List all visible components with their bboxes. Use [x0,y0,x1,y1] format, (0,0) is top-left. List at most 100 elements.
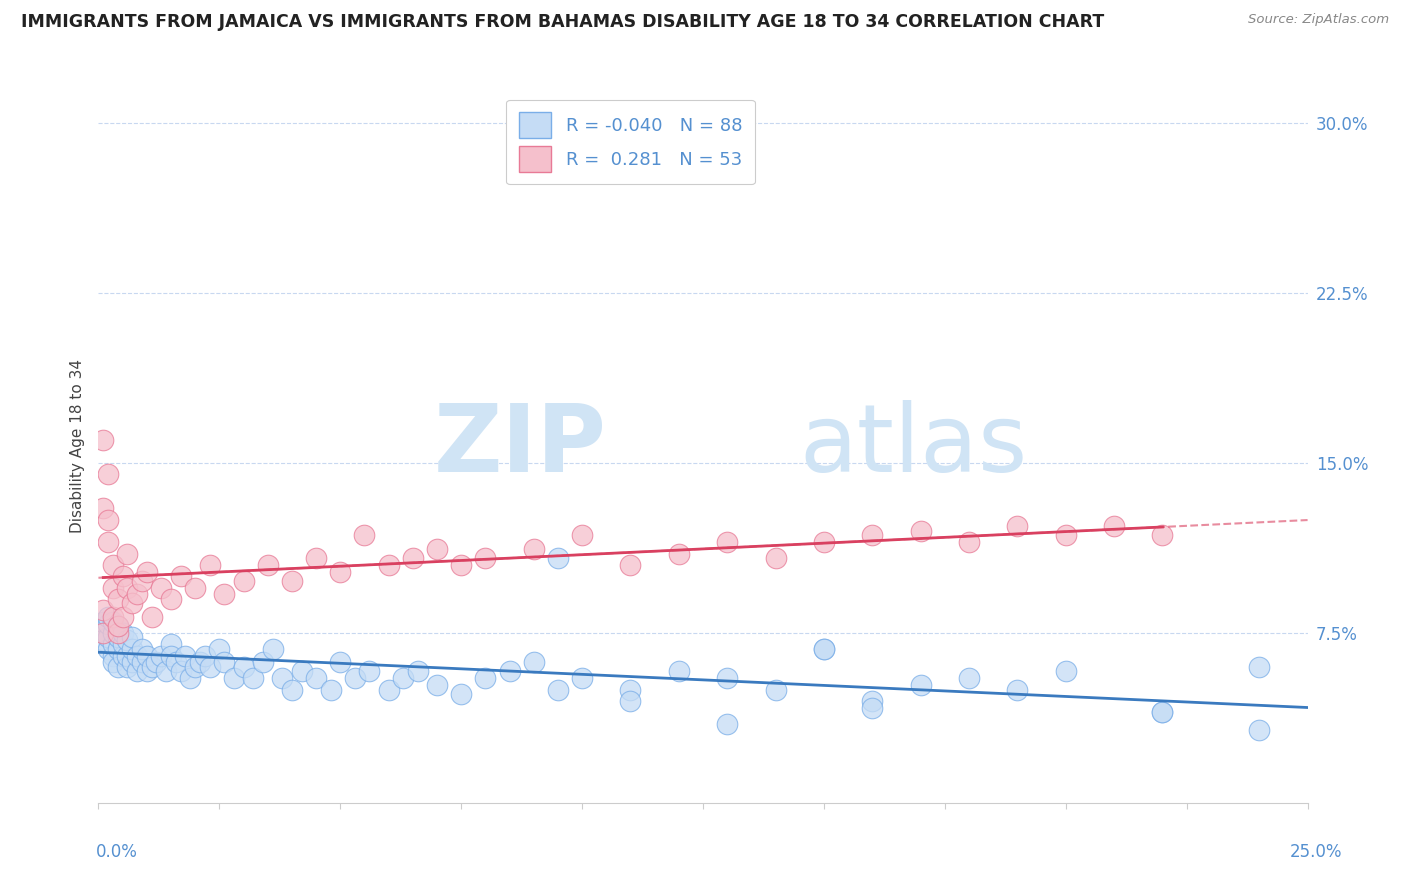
Text: 25.0%: 25.0% [1291,843,1343,861]
Point [860,694,883,708]
Point [111,648,134,663]
Point [91,615,114,629]
Point [121,656,143,670]
Point [957,535,980,549]
Point [262,641,284,656]
Point [232,660,254,674]
Point [716,671,738,685]
Point [1249,723,1271,738]
Point [716,535,738,549]
Point [107,619,129,633]
Point [107,631,129,645]
Point [121,641,143,656]
Point [571,671,593,685]
Point [305,551,328,566]
Point [97,631,120,645]
Point [135,665,157,679]
Point [498,665,520,679]
Point [1249,660,1271,674]
Point [813,641,835,656]
Point [426,542,449,557]
Point [198,558,221,572]
Point [765,551,787,566]
Point [121,597,143,611]
Point [111,610,134,624]
Point [97,616,120,631]
Point [232,574,254,588]
Point [406,665,429,679]
Point [97,513,120,527]
Point [329,565,352,579]
Point [91,434,114,448]
Point [117,648,139,663]
Point [111,637,134,651]
Point [402,551,425,566]
Point [91,501,114,516]
Point [135,565,157,579]
Point [194,648,217,663]
Point [101,648,124,663]
Point [860,528,883,542]
Point [392,671,415,685]
Point [101,558,124,572]
Point [571,528,593,542]
Point [290,665,312,679]
Point [668,547,690,561]
Point [256,558,278,572]
Point [184,581,207,595]
Point [1007,682,1029,697]
Point [117,632,139,647]
Point [101,581,124,595]
Point [547,682,569,697]
Point [222,671,245,685]
Point [131,656,153,670]
Text: IMMIGRANTS FROM JAMAICA VS IMMIGRANTS FROM BAHAMAS DISABILITY AGE 18 TO 34 CORRE: IMMIGRANTS FROM JAMAICA VS IMMIGRANTS FR… [21,13,1104,31]
Point [242,671,264,685]
Point [117,581,139,595]
Point [765,682,787,697]
Point [188,656,211,670]
Point [131,574,153,588]
Point [91,603,114,617]
Point [305,671,328,685]
Point [319,682,342,697]
Point [668,665,690,679]
Point [101,656,124,670]
Point [107,619,129,633]
Point [91,626,114,640]
Point [101,637,124,651]
Text: ZIP: ZIP [433,400,606,492]
Point [97,641,120,656]
Point [117,660,139,674]
Point [426,678,449,692]
Point [135,648,157,663]
Point [121,631,143,645]
Point [145,656,167,670]
Point [523,542,546,557]
Point [910,524,932,538]
Point [91,632,114,647]
Point [1152,528,1174,542]
Point [141,660,163,674]
Y-axis label: Disability Age 18 to 34: Disability Age 18 to 34 [69,359,84,533]
Point [155,665,177,679]
Point [377,558,399,572]
Point [160,637,183,651]
Point [377,682,399,697]
Point [107,641,129,656]
Point [619,558,641,572]
Point [174,648,197,663]
Point [107,660,129,674]
Point [359,665,381,679]
Point [813,535,835,549]
Point [547,551,569,566]
Point [131,641,153,656]
Point [910,678,932,692]
Point [1054,665,1077,679]
Point [101,610,124,624]
Point [1152,705,1174,719]
Point [150,581,173,595]
Point [619,694,641,708]
Point [97,467,120,482]
Point [160,648,183,663]
